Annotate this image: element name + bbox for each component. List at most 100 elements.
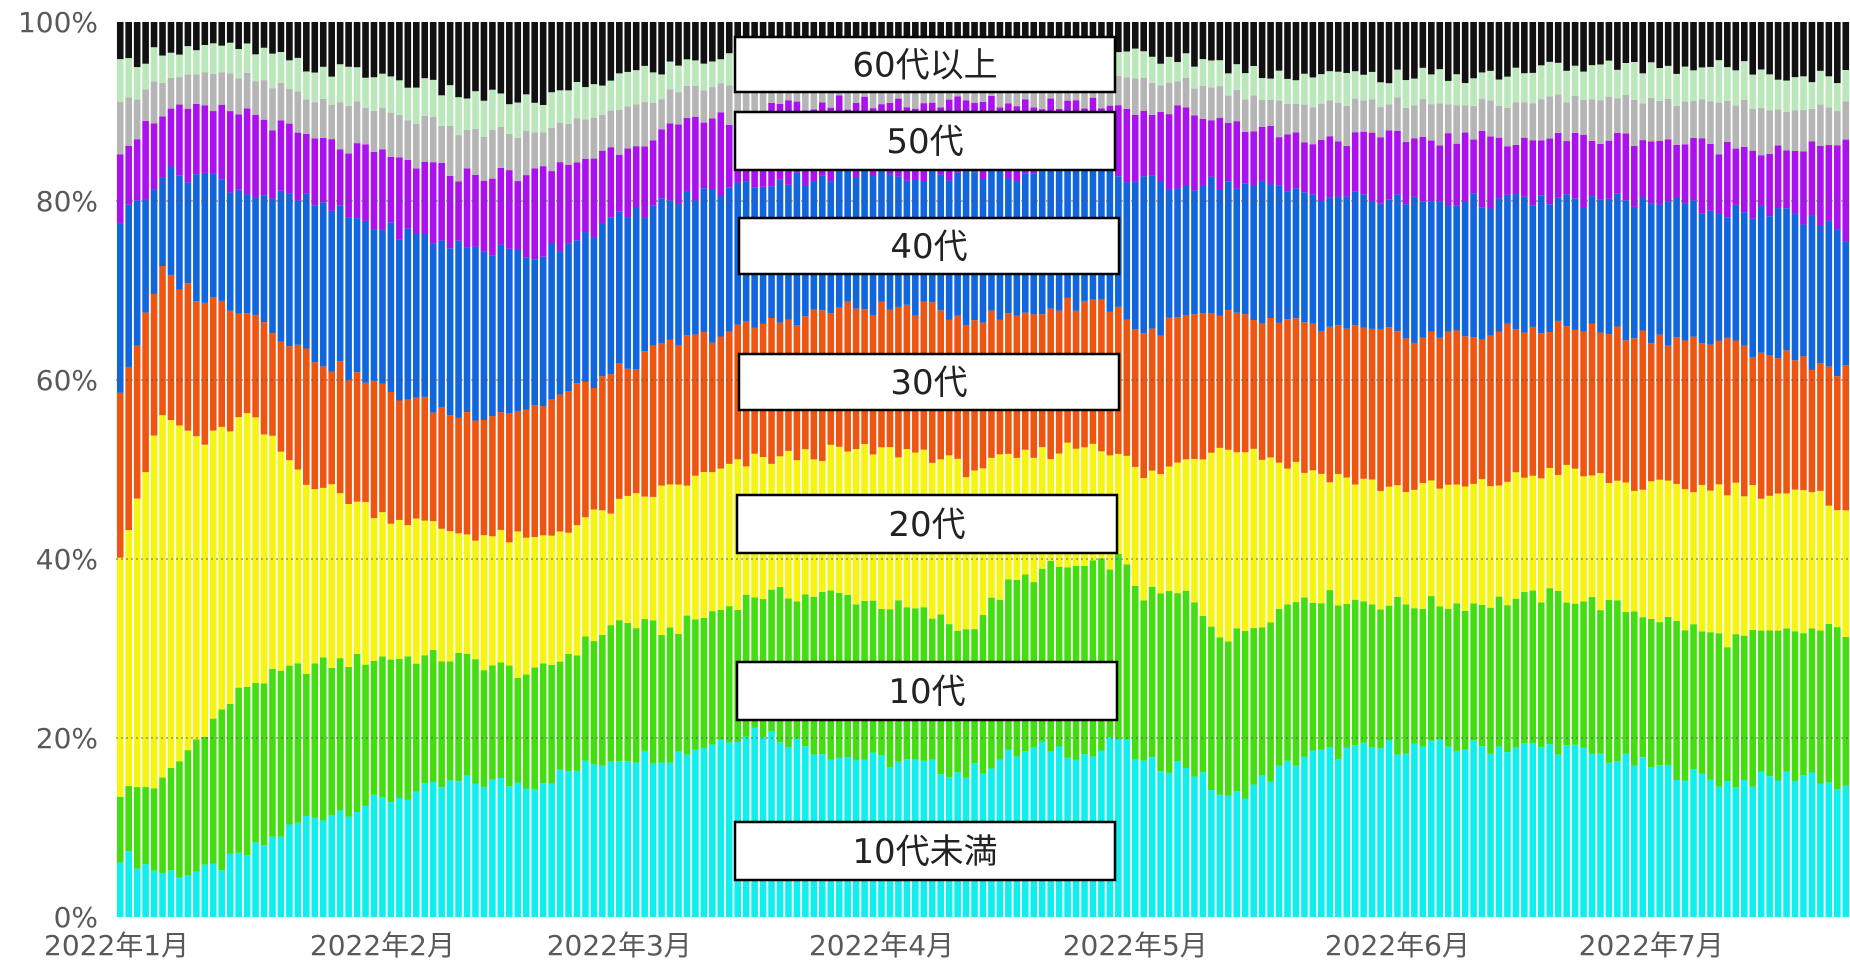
bar-segment-20s	[480, 535, 488, 671]
bar-segment-30s	[725, 331, 733, 464]
bar-segment-10s	[582, 636, 589, 761]
bar-segment-50s	[1208, 120, 1215, 177]
bar-segment-30s	[1605, 334, 1613, 483]
bar-segment-60plus-a	[396, 115, 403, 158]
bar-segment-10s	[1698, 631, 1706, 774]
bar-segment-under10	[1199, 772, 1207, 917]
bar-segment-40s	[286, 193, 293, 347]
bar-segment-20s	[1309, 470, 1317, 603]
bar-segment-60plus-b	[116, 59, 124, 103]
bar-segment-10s	[1123, 564, 1131, 739]
bar-segment-40s	[379, 229, 386, 384]
bar-segment-50s	[1402, 142, 1410, 205]
bar-segment-60plus-c	[1571, 22, 1579, 66]
bar-segment-60plus-a	[480, 136, 488, 181]
bar-segment-30s	[294, 344, 302, 470]
bar-segment-40s	[1343, 196, 1351, 329]
bar-segment-40s	[1800, 224, 1807, 357]
bar-segment-60plus-c	[1131, 22, 1139, 49]
bar-segment-60plus-c	[1656, 22, 1663, 69]
y-tick-label: 20%	[36, 722, 98, 755]
bar-segment-under10	[1174, 761, 1181, 917]
bar-segment-under10	[1808, 772, 1816, 917]
bar-segment-60plus-b	[1301, 73, 1308, 105]
bar-segment-10s	[1724, 647, 1731, 781]
bar-segment-60plus-b	[142, 63, 149, 90]
bar-segment-40s	[1597, 199, 1604, 333]
bar-segment-50s	[683, 117, 691, 192]
bar-segment-10s	[1360, 601, 1367, 743]
bar-segment-10s	[1529, 590, 1537, 743]
bar-segment-30s	[116, 392, 124, 558]
bar-segment-30s	[1343, 328, 1351, 478]
y-tick-label: 80%	[36, 185, 98, 218]
bar-segment-10s	[1783, 628, 1790, 772]
bar-segment-30s	[218, 300, 226, 427]
bar-segment-40s	[209, 173, 217, 298]
bar-segment-60plus-b	[235, 48, 242, 79]
bar-segment-20s	[692, 475, 699, 620]
bar-segment-60plus-c	[1740, 22, 1748, 62]
bar-segment-10s	[150, 788, 158, 871]
bar-segment-30s	[1301, 322, 1308, 473]
bar-segment-50s	[116, 154, 124, 224]
bar-segment-10s	[1233, 628, 1241, 792]
bar-segment-60plus-b	[658, 74, 665, 100]
bar-segment-20s	[1631, 490, 1638, 612]
bar-segment-40s	[1419, 201, 1427, 338]
bar-segment-10s	[1199, 615, 1207, 773]
bar-segment-60plus-c	[303, 22, 310, 72]
bar-segment-30s	[1495, 331, 1503, 486]
bar-segment-under10	[1673, 780, 1680, 917]
bar-segment-50s	[565, 164, 572, 244]
bar-segment-40s	[1757, 205, 1765, 353]
bar-segment-60plus-b	[1512, 67, 1520, 103]
bar-segment-40s	[632, 207, 640, 370]
bar-segment-40s	[1174, 188, 1181, 318]
bar-segment-60plus-b	[1191, 66, 1198, 89]
bar-segment-50s	[362, 144, 369, 221]
bar-segment-under10	[319, 820, 327, 917]
bar-segment-10s	[1825, 623, 1833, 783]
bar-segment-40s	[1191, 190, 1198, 315]
bar-segment-under10	[463, 775, 471, 917]
bar-segment-50s	[1571, 132, 1579, 199]
bar-segment-60plus-c	[243, 22, 251, 44]
bar-segment-30s	[497, 412, 505, 530]
bar-segment-under10	[489, 779, 496, 917]
bar-segment-60plus-b	[1800, 76, 1807, 111]
bar-segment-50s	[235, 114, 242, 190]
bar-segment-60plus-a	[1757, 108, 1765, 156]
bar-segment-30s	[1842, 365, 1850, 511]
bar-segment-20s	[1368, 479, 1376, 605]
bar-segment-50s	[1216, 117, 1224, 190]
bar-segment-under10	[387, 802, 395, 917]
bar-segment-60plus-b	[1461, 83, 1469, 106]
bar-segment-20s	[1554, 474, 1562, 592]
bar-segment-30s	[1385, 327, 1393, 487]
bar-segment-under10	[725, 742, 733, 917]
bar-segment-40s	[125, 204, 132, 367]
bar-segment-50s	[1834, 145, 1841, 230]
bar-segment-60plus-b	[1757, 69, 1765, 109]
bar-segment-50s	[1131, 114, 1139, 182]
bar-segment-20s	[1470, 483, 1477, 604]
bar-segment-40s	[1216, 189, 1224, 316]
series-label-box	[733, 110, 1117, 172]
bar-segment-50s	[1825, 145, 1833, 221]
bar-segment-under10	[184, 875, 192, 917]
bar-segment-60plus-a	[1428, 104, 1435, 141]
bar-segment-under10	[1512, 747, 1520, 917]
bar-segment-40s	[319, 202, 327, 367]
bar-segment-60plus-c	[362, 22, 369, 78]
bar-segment-under10	[1334, 759, 1342, 917]
bar-segment-50s	[1301, 142, 1308, 193]
bar-segment-10s	[1487, 607, 1494, 754]
bar-segment-30s	[1740, 345, 1748, 497]
bar-segment-40s	[193, 174, 200, 302]
bar-segment-60plus-a	[463, 129, 471, 169]
bar-segment-20s	[193, 436, 200, 740]
bar-segment-20s	[1225, 449, 1232, 642]
bar-segment-20s	[396, 519, 403, 659]
bar-segment-60plus-c	[1673, 22, 1680, 74]
